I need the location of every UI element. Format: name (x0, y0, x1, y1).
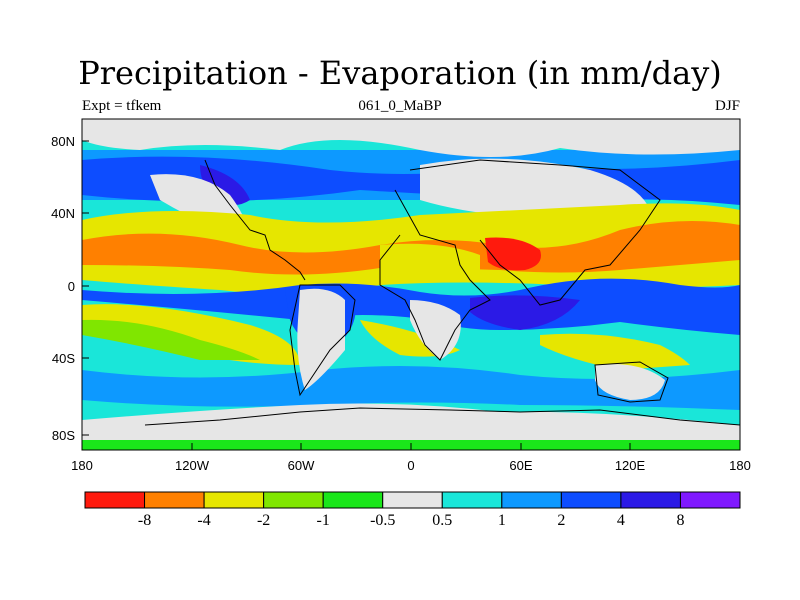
lon-tick-label: 180 (71, 458, 93, 473)
coast-australia (594, 361, 669, 403)
colorbar-swatch (84, 491, 146, 509)
colorbar-label: -8 (138, 512, 151, 529)
colorbar-swatch (501, 491, 562, 509)
colorbar: -8 -4 -2 -1 -0.5 0.5 1 2 4 8 (84, 491, 741, 529)
coast-europe-africa (379, 189, 491, 361)
field-indian-dry (540, 333, 690, 370)
colorbar-swatch (382, 491, 443, 509)
field-itcz-core (470, 295, 580, 330)
field-sahara (380, 243, 480, 282)
lat-tick-label: 80N (51, 134, 75, 149)
colorbar-swatch (441, 491, 503, 509)
coast-south-america (289, 284, 356, 397)
field-asia (420, 158, 650, 219)
experiment-label: Expt = tfkem (82, 98, 162, 114)
colorbar-label: 1 (498, 512, 506, 529)
lat-tick-label: 80S (52, 428, 75, 443)
lon-tick-label: 60E (509, 458, 532, 473)
field-subtropics-south (82, 304, 300, 365)
lat-tick-label: 0 (68, 279, 75, 294)
lat-axis: 80N 40N 0 40S 80S (51, 134, 75, 443)
colorbar-label: -1 (317, 512, 330, 529)
colorbar-label: 0.5 (432, 512, 452, 529)
lon-tick-label: 0 (407, 458, 414, 473)
field-south-america (297, 288, 345, 390)
colorbar-label: 2 (557, 512, 565, 529)
colorbar-swatch (679, 491, 741, 509)
season-label: DJF (714, 98, 740, 114)
colorbar-swatch (560, 491, 622, 509)
field-arctic (82, 119, 740, 158)
colorbar-swatch (263, 491, 324, 509)
field-australia (595, 364, 665, 400)
lon-tick-label: 120W (175, 458, 210, 473)
field-arabia-strong (485, 237, 541, 271)
field-south-pacific-dry (82, 319, 260, 360)
coast-north-america (204, 159, 306, 281)
coast-asia (409, 159, 661, 306)
lon-tick-label: 60W (288, 458, 315, 473)
colorbar-swatch (322, 491, 384, 509)
lat-tick-label: 40N (51, 206, 75, 221)
axis-ticks (81, 140, 741, 450)
lat-tick-label: 40S (52, 351, 75, 366)
field-africa (410, 300, 461, 360)
lon-axis: 180 120W 60W 0 60E 120E 180 (71, 458, 751, 473)
colorbar-swatch (620, 491, 681, 509)
colorbar-swatch (203, 491, 265, 509)
colorbar-swatch (144, 491, 205, 509)
coastlines (144, 159, 741, 426)
colorbar-label: -0.5 (370, 512, 395, 529)
colorbar-label: 4 (617, 512, 625, 529)
lon-tick-label: 120E (615, 458, 646, 473)
colorbar-label: -4 (197, 512, 210, 529)
colorbar-label: 8 (676, 512, 684, 529)
lon-tick-label: 180 (729, 458, 751, 473)
coast-antarctica (144, 407, 741, 426)
map-field (82, 119, 740, 450)
field-south-storm (82, 366, 740, 410)
colorbar-label: -2 (257, 512, 270, 529)
time-label: 061_0_MaBP (358, 98, 442, 114)
field-antarctica (82, 403, 740, 450)
page-title: Precipitation - Evaporation (in mm/day) (78, 54, 722, 92)
